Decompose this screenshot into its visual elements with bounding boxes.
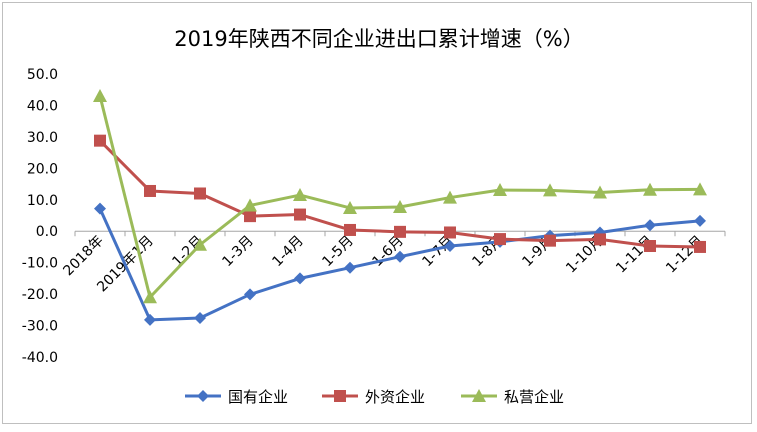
data-point	[244, 210, 256, 223]
x-tick-label: 2018年	[60, 233, 106, 279]
legend-marker	[197, 390, 209, 402]
data-point	[394, 225, 406, 238]
legend-label: 外资企业	[365, 388, 425, 406]
data-point	[344, 261, 356, 274]
legend: 国有企业 外资企业 私营企业	[185, 388, 564, 406]
data-point	[693, 182, 707, 196]
series-layer	[93, 89, 707, 326]
data-point	[394, 250, 406, 263]
y-tick-label: 40.0	[27, 98, 58, 114]
data-point	[544, 234, 556, 247]
x-tick-label: 1-2月	[169, 233, 206, 270]
series-2	[94, 134, 706, 253]
data-point	[343, 200, 357, 214]
data-point	[93, 89, 107, 103]
data-point	[143, 290, 157, 304]
legend-marker	[334, 390, 346, 402]
data-point	[594, 233, 606, 246]
data-point	[144, 313, 156, 326]
data-point	[543, 183, 557, 197]
data-point	[694, 214, 706, 227]
data-point	[694, 240, 706, 253]
y-tick-label: 30.0	[27, 130, 58, 146]
data-point	[293, 188, 307, 202]
y-tick-label: 10.0	[27, 193, 58, 209]
y-tick-label: 50.0	[27, 67, 58, 83]
series-line	[98, 207, 701, 322]
x-tick-label: 1-11月	[613, 233, 657, 277]
chart-frame	[2, 2, 752, 424]
series-line	[98, 95, 701, 299]
x-tick-label: 1-12月	[663, 233, 707, 277]
y-tick-label: 20.0	[27, 161, 58, 177]
x-tick-label: 1-3月	[219, 233, 256, 270]
data-point	[493, 183, 507, 197]
data-point	[644, 219, 656, 232]
data-point	[193, 237, 207, 251]
data-point	[593, 185, 607, 199]
data-point	[393, 200, 407, 214]
y-tick-label: 0.0	[36, 224, 58, 240]
y-axis: 50.0 40.0 30.0 20.0 10.0 0.0 -10.0 -20.0 -30.0 -4…	[22, 67, 58, 366]
y-tick-label: -30.0	[22, 319, 58, 335]
data-point	[194, 312, 206, 325]
data-point	[643, 182, 657, 196]
legend-label: 私营企业	[504, 388, 564, 406]
data-point	[444, 240, 456, 253]
x-tick-label: 1-4月	[269, 233, 306, 270]
legend-item: 国有企业	[185, 388, 288, 406]
legend-marker	[472, 389, 486, 402]
legend-item: 外资企业	[322, 388, 425, 406]
legend-item: 私营企业	[461, 388, 564, 406]
data-point	[94, 202, 106, 215]
data-point	[94, 134, 106, 147]
y-tick-label: -20.0	[22, 287, 58, 303]
data-point	[244, 288, 256, 301]
data-point	[144, 184, 156, 197]
data-point	[194, 187, 206, 200]
y-tick-label: -40.0	[22, 350, 58, 366]
data-point	[644, 240, 656, 253]
x-tick-label: 1-6月	[369, 233, 406, 270]
y-tick-label: -10.0	[22, 256, 58, 272]
legend-label: 国有企业	[228, 388, 288, 406]
data-point	[294, 208, 306, 221]
series-3	[93, 89, 707, 304]
data-point	[494, 233, 506, 246]
data-point	[444, 226, 456, 239]
data-point	[243, 198, 257, 212]
data-point	[294, 272, 306, 285]
chart-title: 2019年陕西不同企业进出口累计增速（%）	[174, 27, 583, 51]
data-point	[344, 223, 356, 236]
data-point	[443, 190, 457, 204]
